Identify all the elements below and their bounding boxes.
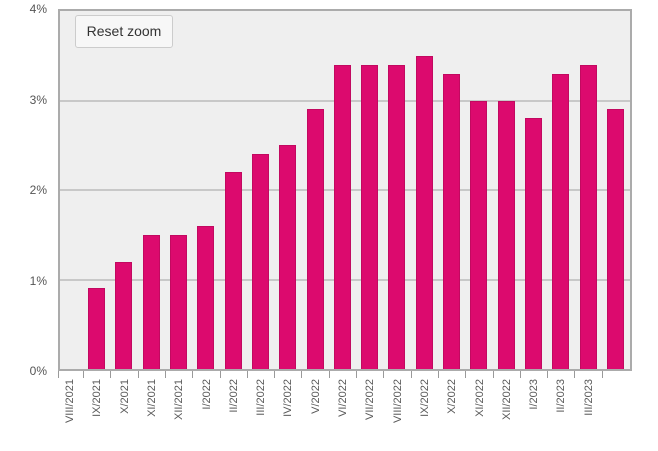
y-axis-label-0: 0%	[29, 364, 47, 378]
x-axis-label-IX/2022: IX/2022	[418, 379, 431, 417]
x-axis-label-IX/2021: IX/2021	[91, 379, 104, 417]
bar-II/2023[interactable]	[579, 64, 597, 369]
x-axis-tick	[301, 371, 303, 378]
bar-VII/2022[interactable]	[388, 64, 406, 369]
x-axis-label-I/2022: I/2022	[200, 379, 213, 410]
x-axis-label-VIII/2021: VIII/2021	[64, 379, 76, 424]
x-axis-tick	[219, 371, 221, 378]
x-axis-tick	[356, 371, 357, 378]
x-axis-label-XII/2022: XII/2022	[500, 379, 513, 420]
bar-VIII/2021[interactable]	[88, 288, 106, 369]
x-axis-label-III/2022: III/2022	[255, 379, 268, 416]
y-axis-label-1: 1%	[29, 273, 47, 288]
bar-X/2021[interactable]	[142, 234, 160, 369]
x-axis-label-X/2021: X/2021	[118, 379, 131, 414]
x-axis-tick	[58, 371, 59, 378]
bar-III/2023[interactable]	[606, 109, 624, 369]
x-axis-tick	[601, 371, 603, 378]
x-axis-tick	[547, 371, 549, 378]
x-axis-label-XI/2022: XI/2022	[473, 379, 486, 417]
bar-II/2022[interactable]	[251, 154, 269, 369]
y-axis-label-2: 2%	[29, 183, 47, 197]
bar-XII/2021[interactable]	[197, 225, 215, 369]
x-axis-tick	[137, 371, 139, 378]
x-axis-label-III/2023: III/2023	[582, 379, 595, 416]
x-axis-tick	[465, 371, 467, 378]
x-axis-label-XI/2021: XI/2021	[145, 379, 158, 417]
x-axis-label-IV/2022: IV/2022	[282, 379, 295, 417]
x-axis-label-XII/2021: XII/2021	[173, 379, 186, 420]
bar-XII/2022[interactable]	[524, 118, 542, 369]
bar-IX/2022[interactable]	[443, 73, 461, 369]
bar-VIII/2022[interactable]	[415, 55, 433, 369]
x-axis-tick	[83, 371, 84, 378]
x-axis-tick	[110, 371, 112, 378]
x-axis-label-VII/2022: VII/2022	[364, 379, 377, 420]
bar-VI/2022[interactable]	[361, 64, 379, 369]
x-axis-tick	[519, 371, 521, 378]
bar-III/2022[interactable]	[279, 145, 297, 369]
x-axis-label-I/2023: I/2023	[528, 379, 541, 410]
x-axis-tick	[274, 371, 276, 378]
x-axis-label-V/2022: V/2022	[309, 379, 322, 414]
bar-XI/2021[interactable]	[170, 234, 188, 369]
x-axis-tick	[328, 371, 330, 378]
x-axis-tick	[246, 371, 248, 378]
bar-XI/2022[interactable]	[497, 100, 515, 369]
x-axis-tick	[437, 371, 439, 378]
bar-I/2023[interactable]	[552, 73, 570, 369]
reset-zoom-button[interactable]: Reset zoom	[75, 15, 173, 48]
y-axis-label-3: 3%	[29, 92, 47, 107]
x-axis-tick	[164, 371, 166, 378]
bar-IV/2022[interactable]	[306, 109, 324, 369]
x-axis-label-II/2023: II/2023	[555, 379, 568, 413]
x-axis-label-X/2022: X/2022	[446, 379, 459, 414]
bar-X/2022[interactable]	[470, 100, 488, 369]
bar-V/2022[interactable]	[333, 64, 351, 369]
x-axis-tick	[383, 371, 385, 378]
x-axis-label-VI/2022: VI/2022	[337, 379, 349, 417]
x-axis-tick	[574, 371, 576, 378]
x-axis-label-II/2022: II/2022	[227, 379, 240, 413]
x-axis-tick	[192, 371, 194, 378]
plot-area	[58, 9, 632, 371]
bar-IX/2021[interactable]	[115, 261, 133, 369]
x-axis-tick	[492, 371, 494, 378]
x-axis-label-VIII/2022: VIII/2022	[391, 379, 404, 424]
bar-I/2022[interactable]	[224, 172, 242, 369]
y-axis-label-4: 4%	[29, 2, 47, 16]
x-axis-tick	[410, 371, 412, 378]
